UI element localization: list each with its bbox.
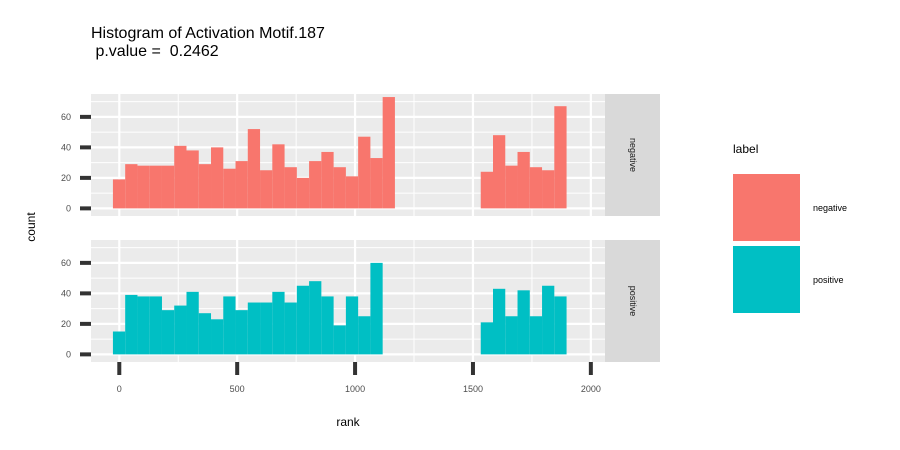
legend-label: negative bbox=[813, 203, 847, 213]
y-axis-title: count bbox=[24, 212, 38, 242]
y-tick-label: 20 bbox=[61, 319, 71, 329]
histogram-bar bbox=[149, 296, 162, 355]
histogram-bar bbox=[505, 165, 518, 209]
histogram-bar bbox=[309, 281, 322, 355]
histogram-bar bbox=[529, 316, 543, 355]
histogram-bar bbox=[272, 144, 285, 209]
legend-key bbox=[733, 246, 800, 313]
histogram-bar bbox=[517, 290, 530, 355]
chart-title: Histogram of Activation Motif.187 bbox=[91, 25, 325, 42]
histogram-bar bbox=[480, 171, 494, 209]
legend-label: positive bbox=[813, 275, 844, 285]
x-tick-label: 1500 bbox=[463, 384, 483, 394]
histogram-bar bbox=[309, 161, 322, 209]
histogram-bar bbox=[554, 106, 567, 209]
histogram-bar bbox=[554, 296, 567, 355]
histogram-bar bbox=[137, 296, 150, 355]
histogram-bar bbox=[358, 136, 371, 209]
histogram-bar bbox=[125, 164, 138, 209]
histogram-bar bbox=[186, 150, 199, 209]
chart-subtitle: p.value = 0.2462 bbox=[91, 43, 219, 60]
histogram-bar bbox=[529, 167, 543, 209]
y-tick-label: 40 bbox=[61, 288, 71, 298]
histogram-bar bbox=[272, 291, 285, 355]
histogram-bar bbox=[112, 179, 126, 209]
histogram-bar bbox=[542, 285, 555, 355]
facet-strip-label: positive bbox=[628, 286, 638, 317]
histogram-bar bbox=[505, 316, 518, 355]
x-axis-title: rank bbox=[336, 415, 360, 429]
histogram-bar bbox=[186, 291, 199, 355]
histogram-bar bbox=[137, 165, 150, 209]
histogram-bar bbox=[223, 296, 236, 355]
y-tick-label: 20 bbox=[61, 173, 71, 183]
x-tick-label: 0 bbox=[117, 384, 122, 394]
facet-panels: 0 20 40 60 negative 0 20 40 60 positive bbox=[61, 94, 660, 362]
y-tick-label: 60 bbox=[61, 112, 71, 122]
histogram-bar bbox=[517, 151, 530, 209]
histogram-bar bbox=[198, 313, 212, 355]
histogram-bar bbox=[493, 135, 506, 209]
histogram-bar bbox=[260, 170, 273, 209]
histogram-bar bbox=[370, 158, 383, 209]
histogram-bar bbox=[382, 97, 395, 209]
x-tick-label: 1000 bbox=[345, 384, 365, 394]
histogram-bar bbox=[112, 331, 126, 355]
histogram-bar bbox=[542, 170, 555, 209]
histogram-bar bbox=[333, 325, 346, 355]
panel-positive: 0 20 40 60 positive bbox=[61, 240, 660, 362]
x-tick-label: 2000 bbox=[581, 384, 601, 394]
histogram-bar bbox=[345, 176, 359, 209]
histogram-bar bbox=[211, 147, 224, 209]
legend-key bbox=[733, 174, 800, 241]
histogram-bar bbox=[345, 296, 359, 355]
legend-title: label bbox=[733, 142, 758, 156]
histogram-bar bbox=[174, 145, 187, 209]
legend: negative positive bbox=[733, 174, 847, 313]
y-tick-label: 0 bbox=[66, 203, 71, 213]
x-tick-label: 500 bbox=[230, 384, 245, 394]
histogram-bar bbox=[235, 161, 248, 209]
histogram-bar bbox=[174, 305, 187, 355]
histogram-bar bbox=[223, 168, 236, 209]
histogram-bar bbox=[321, 151, 334, 209]
y-tick-label: 0 bbox=[66, 349, 71, 359]
y-tick-label: 40 bbox=[61, 142, 71, 152]
legend-item-positive: positive bbox=[733, 246, 844, 313]
facet-strip-label: negative bbox=[628, 138, 638, 172]
facet-strip bbox=[605, 94, 660, 216]
histogram-bar bbox=[149, 165, 162, 209]
panel-negative: 0 20 40 60 negative bbox=[61, 94, 660, 216]
histogram-bar bbox=[493, 288, 506, 355]
histogram-bar bbox=[247, 129, 261, 209]
y-tick-label: 60 bbox=[61, 258, 71, 268]
histogram-bar bbox=[247, 302, 261, 355]
histogram-bar bbox=[260, 302, 273, 355]
histogram-bar bbox=[333, 167, 346, 209]
histogram-bar bbox=[198, 164, 212, 209]
histogram-bar bbox=[284, 167, 297, 209]
histogram-bar bbox=[235, 310, 248, 355]
histogram-bar bbox=[284, 302, 297, 355]
histogram-bar bbox=[358, 316, 371, 355]
histogram-bar bbox=[296, 177, 310, 209]
histogram-bar bbox=[125, 294, 138, 355]
histogram-bar bbox=[296, 285, 310, 355]
histogram-bar bbox=[370, 262, 383, 355]
histogram-bar bbox=[480, 322, 494, 355]
x-axis: 0 500 1000 1500 2000 bbox=[117, 362, 601, 394]
histogram-bar bbox=[161, 165, 175, 209]
histogram-bar bbox=[161, 310, 175, 355]
legend-item-negative: negative bbox=[733, 174, 847, 241]
histogram-bar bbox=[321, 296, 334, 355]
facet-strip bbox=[605, 240, 660, 362]
histogram-bar bbox=[211, 319, 224, 355]
